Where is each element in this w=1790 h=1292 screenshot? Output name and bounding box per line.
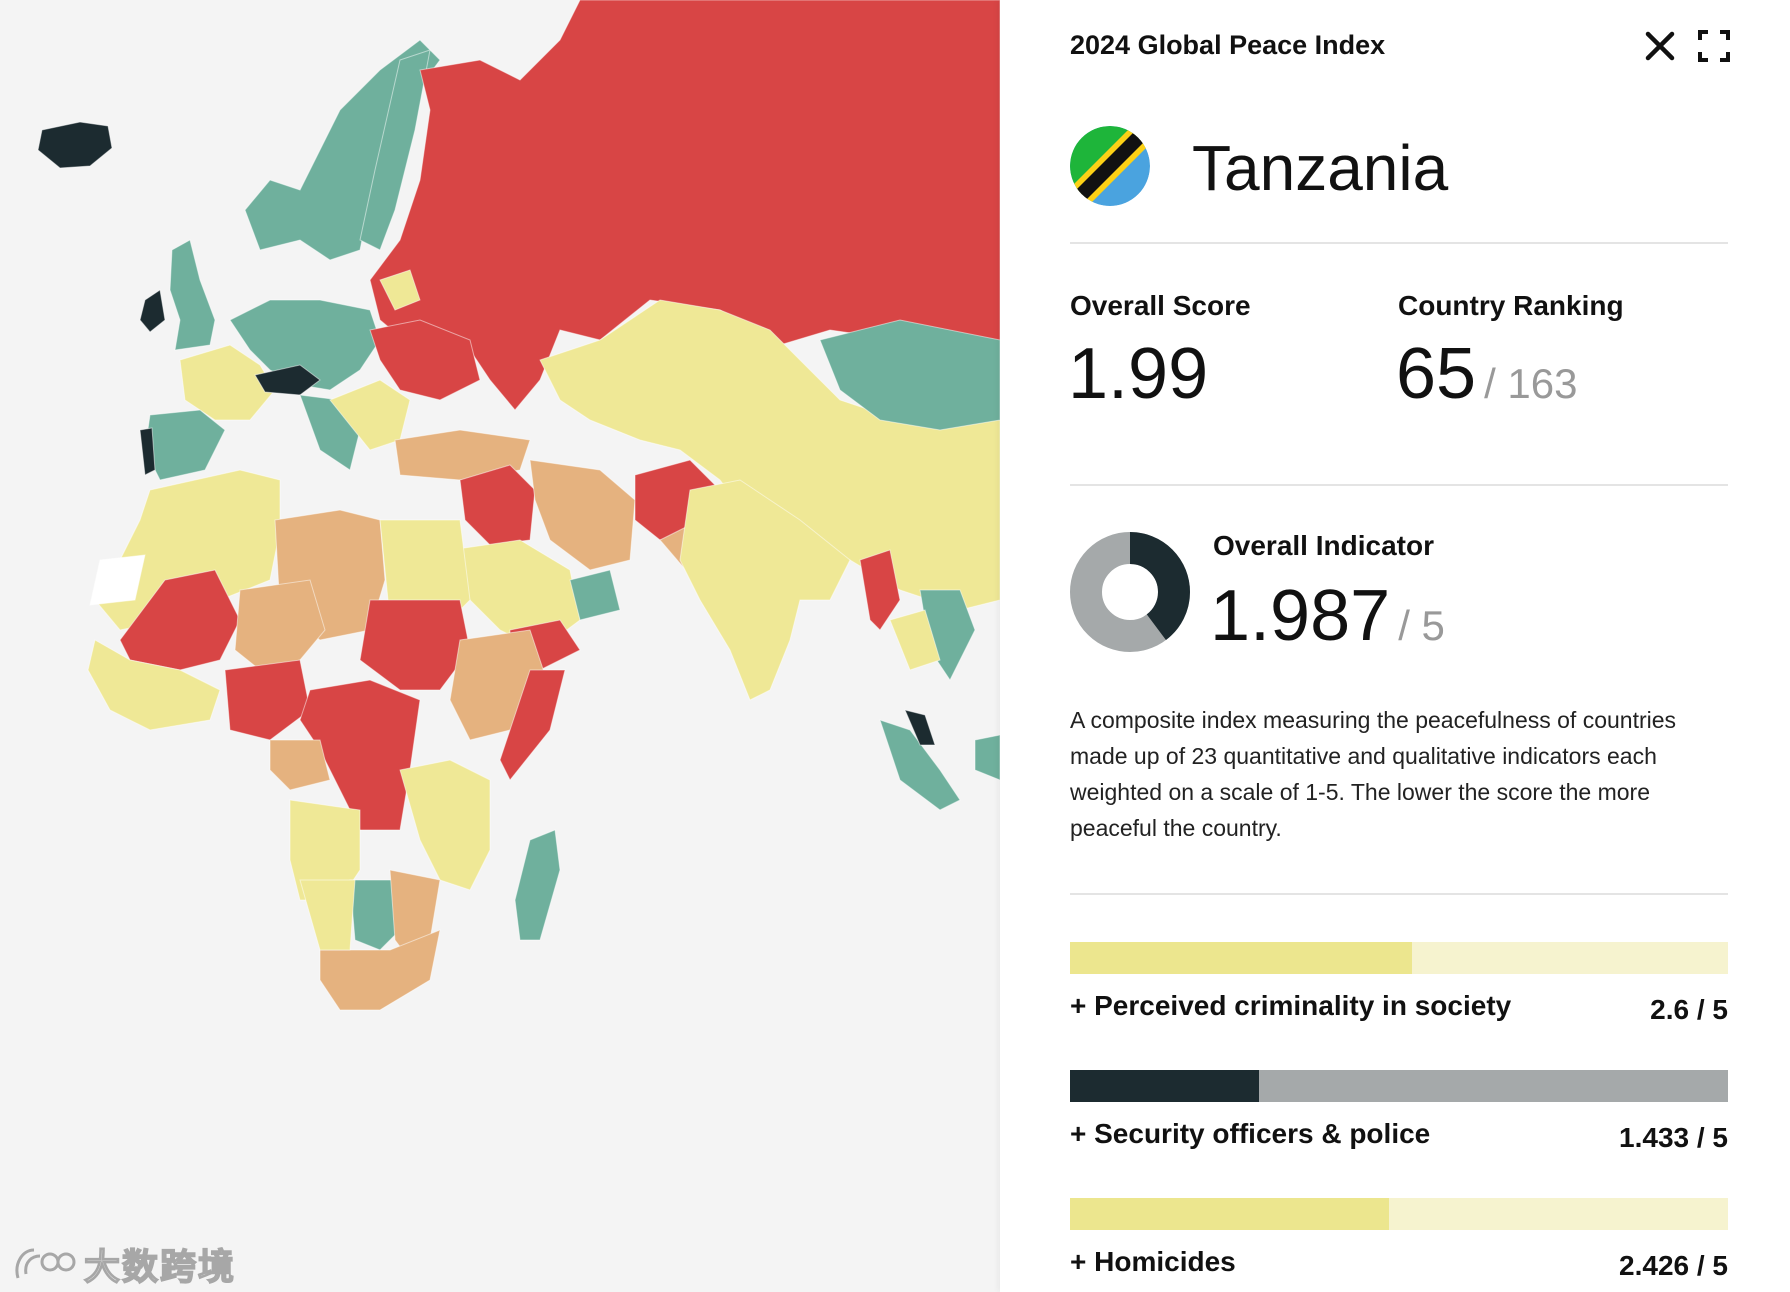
panel-title: 2024 Global Peace Index [1070, 30, 1386, 60]
donut-fill [1070, 532, 1190, 652]
world-map[interactable]: 大数跨境 [0, 0, 1000, 1292]
country-region[interactable] [399, 759, 491, 891]
country-region[interactable] [569, 569, 621, 621]
country-region[interactable] [139, 289, 166, 333]
country-region[interactable] [514, 829, 561, 941]
country-ranking-total: / 163 [1484, 360, 1578, 407]
watermark-logo-icon [15, 1248, 76, 1279]
metric-value: 2.6 / 5 [1650, 994, 1728, 1025]
country-ranking: 65/ 163 [1396, 332, 1578, 436]
country-region[interactable] [859, 549, 901, 631]
country-region[interactable] [974, 734, 1000, 781]
metric-perceived-criminality[interactable]: + Perceived criminality in society 2.6 /… [1070, 942, 1728, 1032]
country-region[interactable] [679, 479, 851, 701]
overall-indicator-max: / 5 [1398, 602, 1445, 649]
watermark: 大数跨境 [12, 1238, 236, 1290]
country-ranking-value: 65 [1396, 334, 1477, 414]
index-description: A composite index measuring the peaceful… [1070, 707, 1677, 841]
country-region[interactable] [144, 409, 226, 481]
metric-label[interactable]: + Homicides [1070, 1246, 1236, 1277]
country-region[interactable] [369, 319, 481, 401]
watermark-text: 大数跨境 [83, 1246, 237, 1289]
country-region[interactable] [139, 427, 156, 476]
fullscreen-icon[interactable] [1696, 28, 1732, 64]
metric-bar-fill [1070, 1198, 1390, 1230]
country-region[interactable] [879, 719, 961, 811]
country-region[interactable] [299, 679, 421, 831]
country-region[interactable] [359, 599, 471, 691]
country-region[interactable] [254, 364, 321, 396]
country-region[interactable] [459, 464, 536, 546]
country-name: Tanzania [1192, 132, 1449, 204]
country-region[interactable] [169, 239, 216, 351]
metric-homicides[interactable]: + Homicides 2.426 / 5 [1070, 1198, 1728, 1288]
overall-indicator-donut [1070, 532, 1190, 652]
country-region[interactable] [119, 569, 241, 671]
divider [1070, 484, 1728, 486]
metric-label[interactable]: + Security officers & police [1070, 1118, 1431, 1149]
metric-value: 1.433 / 5 [1619, 1122, 1728, 1153]
country-region[interactable] [394, 429, 531, 481]
country-region[interactable] [234, 579, 326, 671]
overall-indicator: 1.987/ 5 [1210, 574, 1445, 678]
country-region[interactable] [369, 0, 1000, 411]
divider [1070, 242, 1728, 244]
country-region[interactable] [179, 344, 276, 421]
overall-score-label: Overall Score [1070, 290, 1251, 321]
choropleth-map[interactable] [0, 0, 1000, 1292]
country-region[interactable] [224, 659, 311, 741]
country-region[interactable] [889, 609, 941, 671]
close-icon[interactable] [1640, 26, 1680, 66]
country-region[interactable] [499, 669, 566, 781]
metric-security-officers[interactable]: + Security officers & police 1.433 / 5 [1070, 1070, 1728, 1160]
country-region[interactable] [89, 554, 146, 606]
country-ranking-label: Country Ranking [1398, 290, 1624, 321]
overall-score-value: 1.99 [1068, 334, 1209, 414]
country-region[interactable] [329, 379, 411, 451]
country-region[interactable] [529, 459, 636, 571]
metric-bar-fill [1070, 1070, 1259, 1102]
overall-indicator-label: Overall Indicator [1213, 530, 1434, 561]
metric-value: 2.426 / 5 [1619, 1250, 1728, 1281]
country-region[interactable] [87, 639, 221, 731]
country-region[interactable] [229, 299, 381, 391]
country-region[interactable] [904, 709, 936, 746]
metric-label[interactable]: + Perceived criminality in society [1070, 990, 1512, 1021]
overall-indicator-value: 1.987 [1210, 576, 1391, 656]
country-region[interactable] [299, 879, 356, 951]
tanzania-flag-icon [1070, 126, 1150, 206]
metric-bar-track [1070, 1198, 1728, 1230]
country-region[interactable] [379, 269, 421, 311]
divider [1070, 893, 1728, 895]
metric-bar-fill [1070, 942, 1413, 974]
country-region[interactable] [269, 739, 331, 791]
country-detail-panel: 2024 Global Peace Index Tanzania Overall… [1000, 0, 1790, 1292]
metric-bar-track [1070, 1070, 1728, 1102]
country-region[interactable] [359, 49, 431, 251]
country-region[interactable] [819, 319, 1000, 431]
country-region[interactable] [37, 121, 113, 169]
metric-bar-track [1070, 942, 1728, 974]
